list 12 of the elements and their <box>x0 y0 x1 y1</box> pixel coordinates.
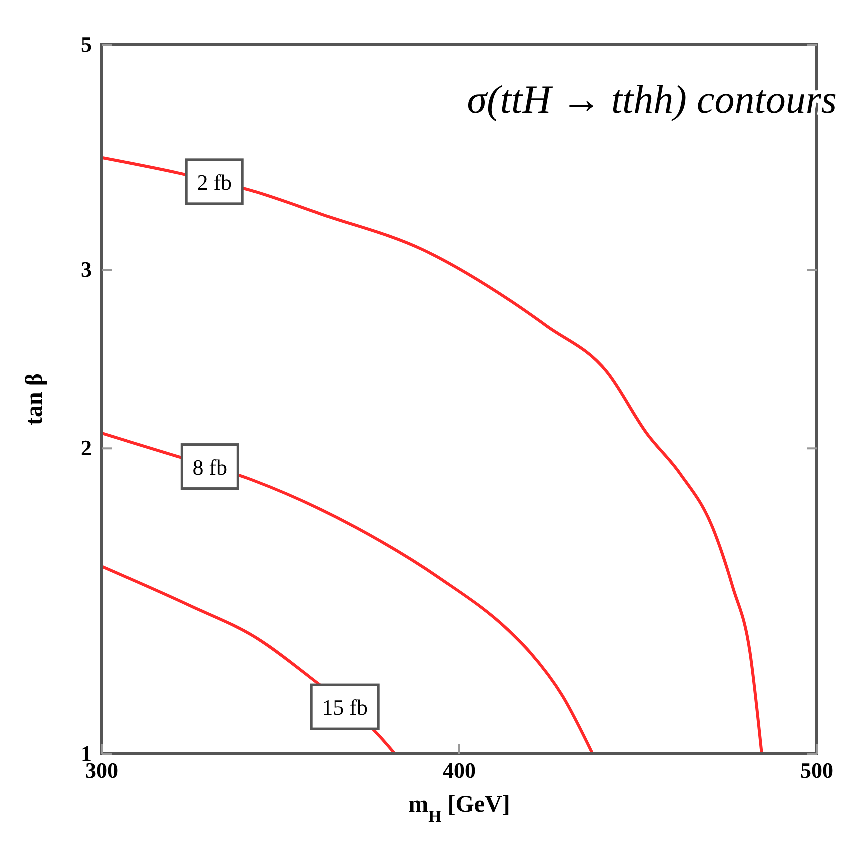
y-tick-label: 3 <box>81 257 92 282</box>
y-tick-label: 2 <box>81 436 92 461</box>
line-series <box>100 156 764 756</box>
y-axis-title: tan β <box>22 374 48 426</box>
x-axis-title: m$_{H}$ [GeV] <box>408 792 510 826</box>
series-label: 2 fb <box>197 170 232 195</box>
x-tick-label: 500 <box>800 758 834 783</box>
y-tick-label: 5 <box>81 32 92 57</box>
series-label: 8 fb <box>192 454 228 480</box>
line-series <box>100 432 594 756</box>
series-label: 15 fb <box>322 695 368 720</box>
x-tick-label: 400 <box>443 758 476 783</box>
